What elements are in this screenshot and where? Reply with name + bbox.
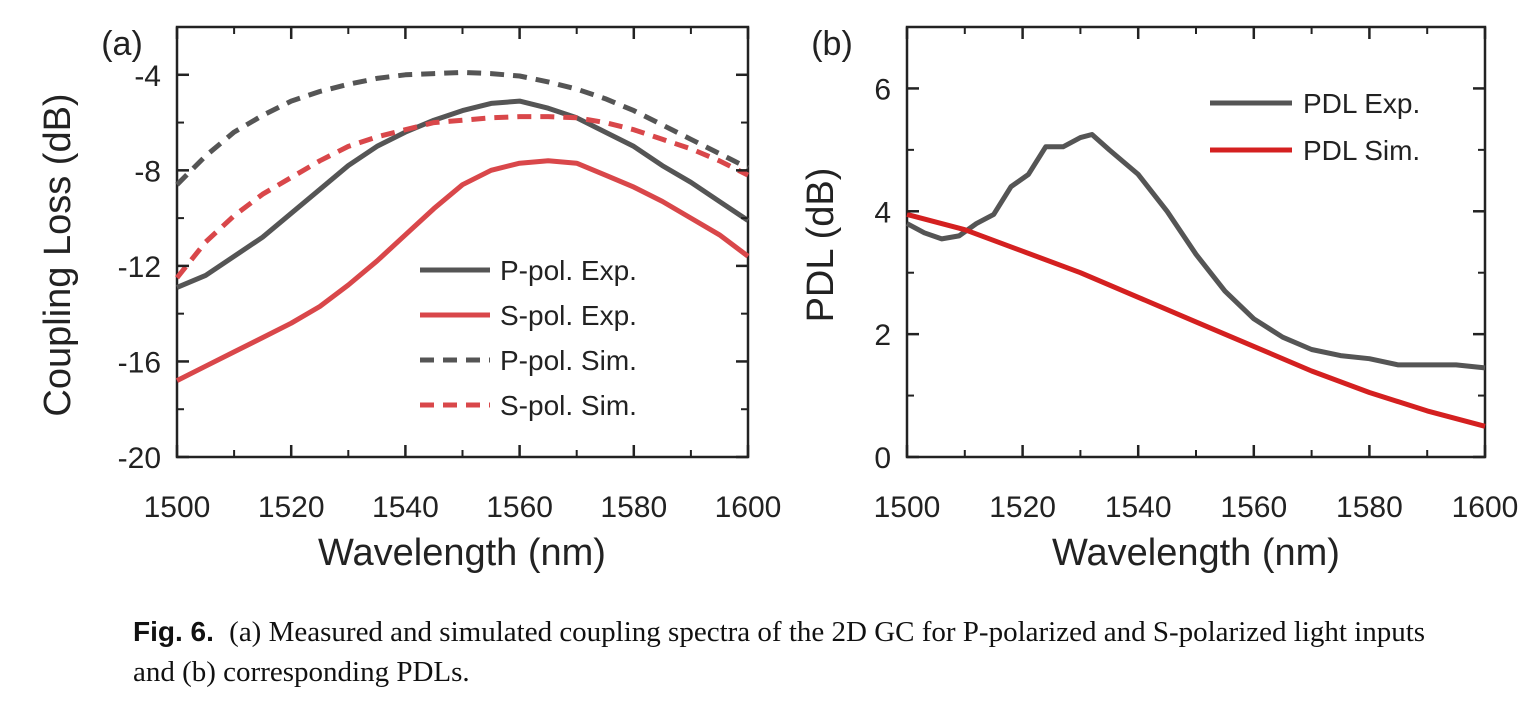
y-tick-label: -8 xyxy=(134,155,161,188)
y-tick-label: -4 xyxy=(134,60,161,93)
x-axis-label: Wavelength (nm) xyxy=(318,532,606,574)
panel-a: 1500 1520 1540 1560 1580 1600 -20 -16 -12 -8 -4 P-… xyxy=(37,25,781,574)
legend: P-pol. Exp. S-pol. Exp. P-pol. Sim. S-pol. … xyxy=(420,255,637,421)
y-axis-label: Coupling Loss (dB) xyxy=(37,93,79,416)
series-layer xyxy=(905,132,1486,429)
y-tick-label: 4 xyxy=(874,196,891,229)
x-tick-label: 1560 xyxy=(1220,491,1287,524)
figure-canvas: 1500 1520 1540 1560 1580 1600 -20 -16 -12 -8 -4 P-… xyxy=(37,25,1518,574)
legend-label: PDL Exp. xyxy=(1303,88,1420,119)
panel-label: (b) xyxy=(811,25,853,63)
series-line-pdl-sim xyxy=(906,211,1486,429)
y-tick-label: 6 xyxy=(874,73,891,106)
y-axis-label: PDL (dB) xyxy=(800,168,842,323)
series-line-p-pol-exp xyxy=(176,98,750,290)
caption-text: (a) Measured and simulated coupling spec… xyxy=(133,616,1426,688)
x-tick-label: 1540 xyxy=(372,491,439,524)
x-tick-label: 1520 xyxy=(258,491,325,524)
y-tick-label: -16 xyxy=(118,346,161,379)
legend-label: PDL Sim. xyxy=(1303,135,1420,166)
y-tick-label: -20 xyxy=(118,442,161,475)
tick-layer: 1500 1520 1540 1560 1580 1600 0 2 4 6 xyxy=(874,26,1519,524)
series-line-s-pol-sim xyxy=(175,114,750,280)
legend-label: P-pol. Exp. xyxy=(500,255,637,286)
y-tick-label: 0 xyxy=(874,442,891,475)
x-tick-label: 1560 xyxy=(486,491,553,524)
x-tick-label: 1500 xyxy=(144,491,211,524)
x-tick-label: 1600 xyxy=(1452,491,1519,524)
panel-label: (a) xyxy=(101,25,143,63)
series-layer xyxy=(175,69,750,383)
legend-label: P-pol. Sim. xyxy=(500,345,637,376)
series-line-pdl-exp xyxy=(905,132,1486,371)
legend-label: S-pol. Sim. xyxy=(500,390,637,421)
series-line-p-pol-sim xyxy=(175,69,750,187)
legend-label: S-pol. Exp. xyxy=(500,300,637,331)
y-tick-label: 2 xyxy=(874,319,891,352)
x-tick-label: 1600 xyxy=(715,491,782,524)
x-tick-label: 1580 xyxy=(600,491,667,524)
x-tick-label: 1540 xyxy=(1105,491,1172,524)
figure-caption: Fig. 6. (a) Measured and simulated coupl… xyxy=(133,612,1453,692)
plot-frame xyxy=(175,25,750,459)
y-tick-label: -12 xyxy=(118,251,161,284)
x-tick-label: 1580 xyxy=(1336,491,1403,524)
legend: PDL Exp. PDL Sim. xyxy=(1210,88,1420,166)
caption-label: Fig. 6. xyxy=(133,616,214,647)
series-line-s-pol-exp xyxy=(175,158,750,383)
x-tick-label: 1520 xyxy=(989,491,1056,524)
x-tick-label: 1500 xyxy=(874,491,941,524)
tick-layer: 1500 1520 1540 1560 1580 1600 -20 -16 -12 -8 -4 xyxy=(118,26,782,524)
x-axis-label: Wavelength (nm) xyxy=(1052,532,1340,574)
